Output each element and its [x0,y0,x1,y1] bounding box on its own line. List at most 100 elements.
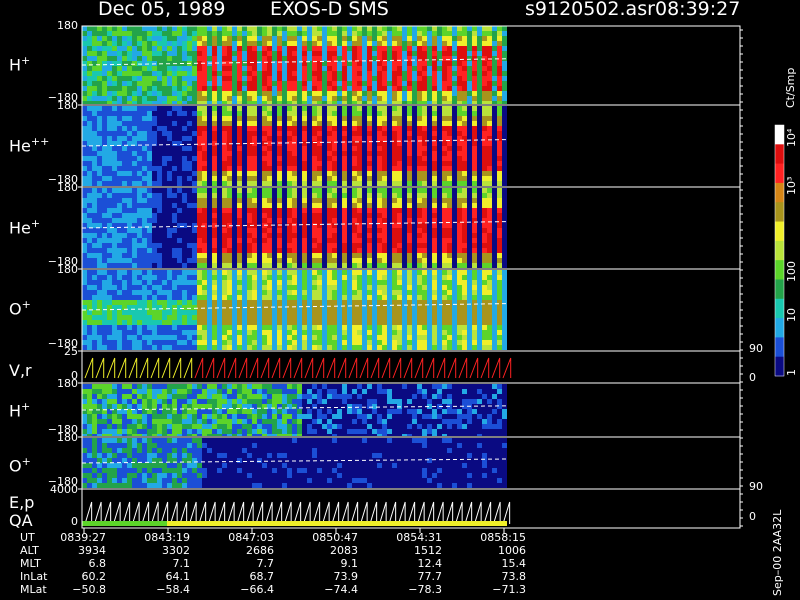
heatmap-cell [172,181,177,186]
heatmap-cell [157,228,162,233]
heatmap-cell [437,56,442,61]
heatmap-cell [317,233,322,238]
heatmap-cell [167,81,172,86]
heatmap-cell [327,181,332,186]
heatmap-cell [492,151,497,156]
heatmap-cell [307,101,312,104]
heatmap-cell [132,238,137,243]
heatmap-cell [452,101,457,104]
heatmap-cell [82,101,87,104]
heatmap-cell [352,295,357,300]
heatmap-cell [347,320,352,325]
heatmap-cell [237,310,242,315]
heatmap-cell [467,208,472,213]
heatmap-cell [277,161,282,166]
heatmap-cell [432,71,437,76]
heatmap-cell [87,131,92,136]
heatmap-cell [307,41,312,46]
heatmap-cell [242,86,247,91]
heatmap-cell [407,46,412,51]
heatmap-cell [92,213,97,218]
heatmap-cell [182,56,187,61]
heatmap-cell [262,61,267,66]
heatmap-cell [277,86,282,91]
heatmap-cell [452,141,457,146]
heatmap-cell [152,146,157,151]
heatmap-cell [112,233,117,238]
heatmap-cell [387,71,392,76]
heatmap-cell [487,203,492,208]
heatmap-cell [352,31,357,36]
heatmap-cell [92,101,97,104]
heatmap-cell [447,213,452,218]
heatmap-cell [122,41,127,46]
heatmap-cell [277,31,282,36]
heatmap-cell [472,76,477,81]
heatmap-cell [267,270,272,275]
heatmap-cell [462,36,467,41]
heatmap-cell [287,263,292,268]
heatmap-cell [372,258,377,263]
heatmap-cell [492,213,497,218]
heatmap-cell [277,41,282,46]
heatmap-cell [312,330,317,335]
heatmap-cell [302,101,307,104]
heatmap-cell [342,280,347,285]
heatmap-cell [267,181,272,186]
heatmap-cell [482,243,487,248]
heatmap-cell [347,126,352,131]
heatmap-cell [112,193,117,198]
heatmap-cell [182,253,187,258]
heatmap-cell [252,188,257,193]
heatmap-cell [107,253,112,258]
heatmap-cell [207,320,212,325]
heatmap-cell [112,310,117,315]
heatmap-cell [232,81,237,86]
heatmap-cell [237,156,242,161]
heatmap-cell [282,290,287,295]
heatmap-cell [487,136,492,141]
heatmap-cell [287,290,292,295]
heatmap-cell [107,290,112,295]
heatmap-cell [297,213,302,218]
heatmap-cell [337,96,342,101]
heatmap-cell [127,228,132,233]
heatmap-cell [317,188,322,193]
heatmap-cell [302,203,307,208]
heatmap-cell [317,71,322,76]
heatmap-cell [462,166,467,171]
heatmap-cell [122,161,127,166]
heatmap-cell [317,86,322,91]
heatmap-cell [172,96,177,101]
heatmap-cell [252,310,257,315]
heatmap-cell [162,275,167,280]
heatmap-cell [222,111,227,116]
heatmap-cell [107,295,112,300]
heatmap-cell [267,121,272,126]
heatmap-cell [157,166,162,171]
heatmap-cell [357,101,362,104]
heatmap-cell [187,300,192,305]
heatmap-cell [417,258,422,263]
heatmap-cell [157,270,162,275]
heatmap-cell [277,290,282,295]
heatmap-cell [267,253,272,258]
heatmap-cell [202,270,207,275]
heatmap-cell [492,243,497,248]
heatmap-cell [242,31,247,36]
heatmap-cell [212,300,217,305]
heatmap-cell [362,280,367,285]
heatmap-cell [477,151,482,156]
heatmap-cell [97,76,102,81]
heatmap-cell [122,121,127,126]
heatmap-cell [277,218,282,223]
heatmap-cell [327,218,332,223]
heatmap-cell [417,248,422,253]
heatmap-cell [102,270,107,275]
heatmap-cell [192,66,197,71]
heatmap-cell [407,223,412,228]
heatmap-cell [127,141,132,146]
heatmap-cell [362,136,367,141]
heatmap-cell [252,198,257,203]
heatmap-cell [422,208,427,213]
